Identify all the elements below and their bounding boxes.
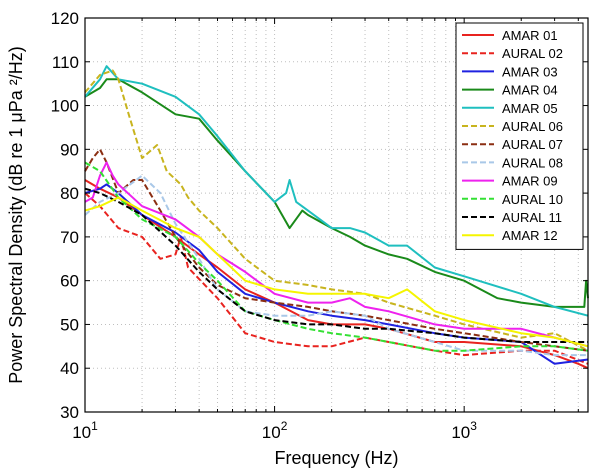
series-line-amar-09 [84, 161, 589, 348]
y-tick-label: 110 [52, 53, 79, 72]
y-tick-label: 50 [60, 315, 79, 334]
y-tick-label: 120 [51, 9, 79, 28]
series-line-amar-05 [84, 65, 589, 317]
y-tick-label: 30 [60, 403, 79, 422]
legend-label: AMAR 03 [502, 64, 558, 79]
legend-label: AMAR 09 [502, 174, 558, 189]
series-line-aural-06 [84, 69, 589, 352]
axis-ticks: 30 40 50 60 70 80 90 100 110 120 101 102 103 [51, 9, 588, 442]
legend-label: AURAL 10 [502, 192, 563, 207]
y-tick-label: 80 [60, 184, 79, 203]
legend-label: AMAR 05 [502, 101, 558, 116]
series-line-aural-11 [84, 187, 588, 343]
legend-label: AURAL 08 [502, 155, 563, 170]
y-tick-label: 90 [60, 140, 79, 159]
series-lines [84, 65, 589, 370]
x-tick-label: 101 [72, 419, 98, 442]
y-tick-label: 40 [60, 359, 79, 378]
series-line-aural-02 [84, 192, 589, 365]
y-tick-label: 60 [60, 272, 79, 291]
series-line-amar-04 [84, 78, 589, 308]
legend-label: AURAL 02 [502, 46, 563, 61]
legend-label: AMAR 12 [502, 228, 558, 243]
x-tick-label: 102 [262, 419, 288, 442]
legend: AMAR 01 AURAL 02 AMAR 03 AMAR 04 AMAR 05 AURA… [455, 22, 584, 250]
plot-frame [84, 17, 589, 413]
legend-label: AURAL 07 [502, 137, 563, 152]
x-tick-label: 103 [451, 419, 477, 442]
x-axis-title: Frequency (Hz) [274, 448, 398, 468]
y-tick-label: 70 [60, 228, 79, 247]
series-line-aural-10 [84, 161, 589, 352]
legend-label: AURAL 11 [502, 210, 562, 225]
legend-box [455, 22, 584, 250]
legend-label: AMAR 04 [502, 83, 558, 98]
series-line-amar-12 [84, 196, 589, 348]
y-axis-title: Power Spectral Density (dB re 1 μPa ²/Hz… [6, 46, 26, 383]
legend-label: AMAR 01 [502, 28, 558, 43]
legend-label: AURAL 06 [502, 119, 563, 134]
y-tick-label: 100 [51, 97, 79, 116]
series-line-aural-07 [84, 148, 589, 352]
